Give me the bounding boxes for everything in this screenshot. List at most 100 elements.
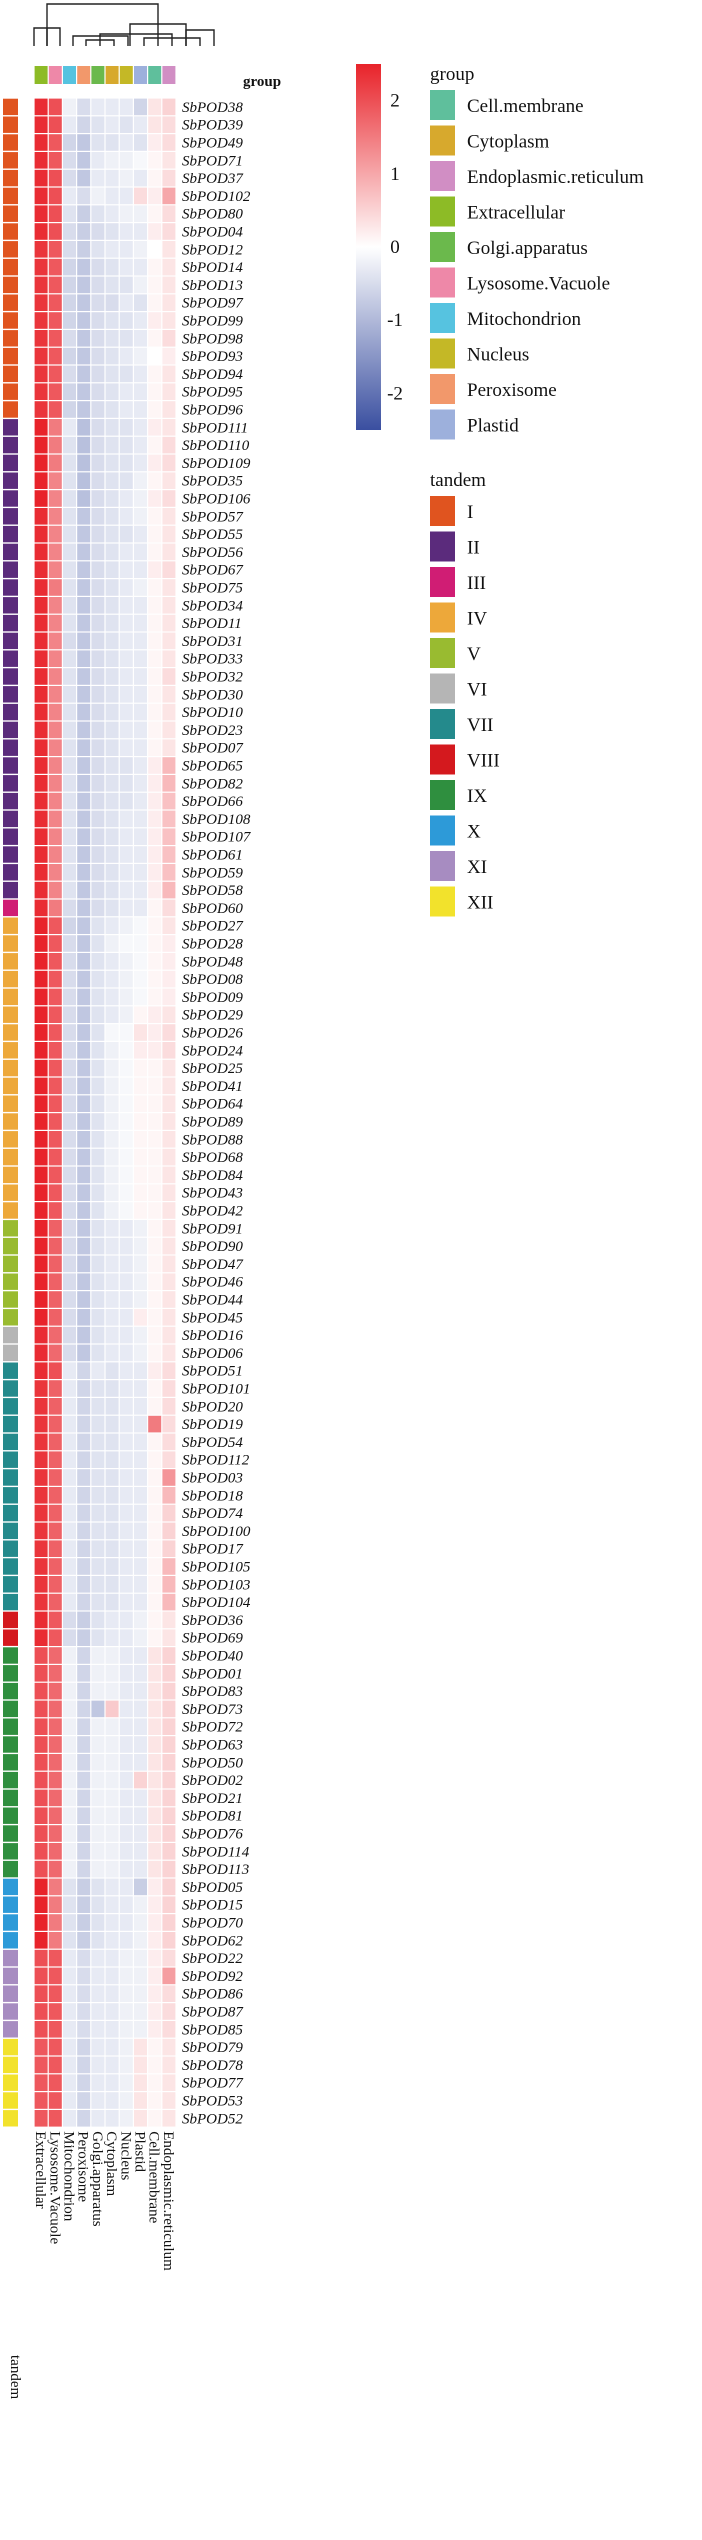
heatmap-cell [91,436,105,454]
tandem-cell [3,1700,18,1718]
heatmap-cell [162,508,176,525]
heatmap-cell [91,1042,105,1059]
heatmap-cell [48,988,62,1006]
heatmap-cell [134,2021,147,2038]
heatmap-cell [148,1629,162,1646]
heatmap-cell [91,970,105,988]
heatmap-cell [34,1309,48,1326]
heatmap-cell [134,1202,147,1219]
heatmap-cell [48,1202,62,1219]
heatmap-cell [34,187,48,205]
heatmap-cell [134,1451,147,1468]
heatmap-cell [34,988,48,1006]
row-label: SbPOD11 [182,616,242,632]
heatmap-cell [105,1932,119,1949]
color-scale-legend [356,64,381,430]
heatmap-cell [148,1309,162,1326]
heatmap-cell [105,365,119,383]
tandem-cell [3,881,18,899]
heatmap-cell [63,1843,76,1860]
heatmap-cell [105,1131,119,1148]
heatmap-cell [48,1967,62,1985]
heatmap-cell [77,401,91,418]
heatmap-cell [134,1077,147,1095]
row-label: SbPOD43 [182,1186,243,1202]
heatmap-cell [119,1700,133,1718]
heatmap-cell [77,1843,91,1860]
heatmap-cell [63,1113,76,1130]
heatmap-cell [48,561,62,578]
heatmap-cell [119,2074,133,2091]
heatmap-cell [148,1682,162,1700]
tandem-cell [3,917,18,934]
heatmap-cell [148,846,162,863]
heatmap-cell [105,970,119,988]
heatmap-cell [48,1344,62,1362]
tandem-cell [3,899,18,917]
heatmap-cell [63,614,76,632]
heatmap-cell [63,2110,76,2127]
heatmap-cell [48,1718,62,1735]
tandem-cell [3,2110,18,2127]
heatmap-cell [91,2003,105,2020]
heatmap-cell [162,116,176,133]
row-label: SbPOD21 [182,1791,243,1807]
heatmap-cell [148,757,162,774]
heatmap-cell [105,1647,119,1664]
heatmap-cell [162,828,176,845]
group-cell-mitochondrion [63,66,76,84]
heatmap-cell [148,2038,162,2056]
row-label: SbPOD104 [182,1595,251,1611]
heatmap-cell [148,330,162,347]
heatmap-cell [48,632,62,650]
row-label: SbPOD86 [182,1987,243,2003]
heatmap-cell [105,258,119,276]
heatmap-cell [148,686,162,703]
tandem-cell [3,508,18,525]
heatmap-cell [63,1878,76,1896]
row-label: SbPOD09 [182,990,243,1006]
tandem-cell [3,152,18,169]
heatmap-cell [162,2092,176,2109]
column-label: Golgi.apparatus [89,2131,105,2227]
heatmap-cell [77,1914,91,1931]
heatmap-cell [34,258,48,276]
heatmap-cell [162,1504,176,1522]
heatmap-cell [105,1451,119,1468]
heatmap-cell [119,1095,133,1112]
heatmap-cell [162,1113,176,1130]
heatmap-cell [63,436,76,454]
heatmap-cell [134,828,147,845]
heatmap-cell [134,2038,147,2056]
heatmap-cell [105,1220,119,1237]
heatmap-cell [162,810,176,828]
tandem-cell [3,846,18,863]
heatmap-cell [105,116,119,133]
heatmap-cell [134,1487,147,1504]
heatmap-cell [34,721,48,739]
heatmap-cell [105,1576,119,1593]
heatmap-cell [48,1487,62,1504]
tandem-cell [3,1006,18,1023]
tandem-cell [3,1593,18,1611]
heatmap-cell [63,2021,76,2038]
heatmap-cell [134,1220,147,1237]
heatmap-cell [63,650,76,667]
heatmap-cell [63,1237,76,1255]
heatmap-cell [77,970,91,988]
heatmap-cell [105,1540,119,1557]
legend-label: Extracellular [467,203,566,224]
heatmap-cell [162,383,176,400]
heatmap-cell [105,775,119,792]
legend-label: Cytoplasm [467,132,550,153]
heatmap-cell [148,1380,162,1397]
row-label: SbPOD29 [182,1008,243,1024]
heatmap-cell [77,2056,91,2074]
tandem-cell [3,205,18,222]
heatmap-cell [134,1344,147,1362]
heatmap-cell [134,258,147,276]
heatmap-cell [34,1771,48,1789]
heatmap-cell [77,828,91,845]
heatmap-cell [105,864,119,881]
heatmap-cell [105,383,119,400]
